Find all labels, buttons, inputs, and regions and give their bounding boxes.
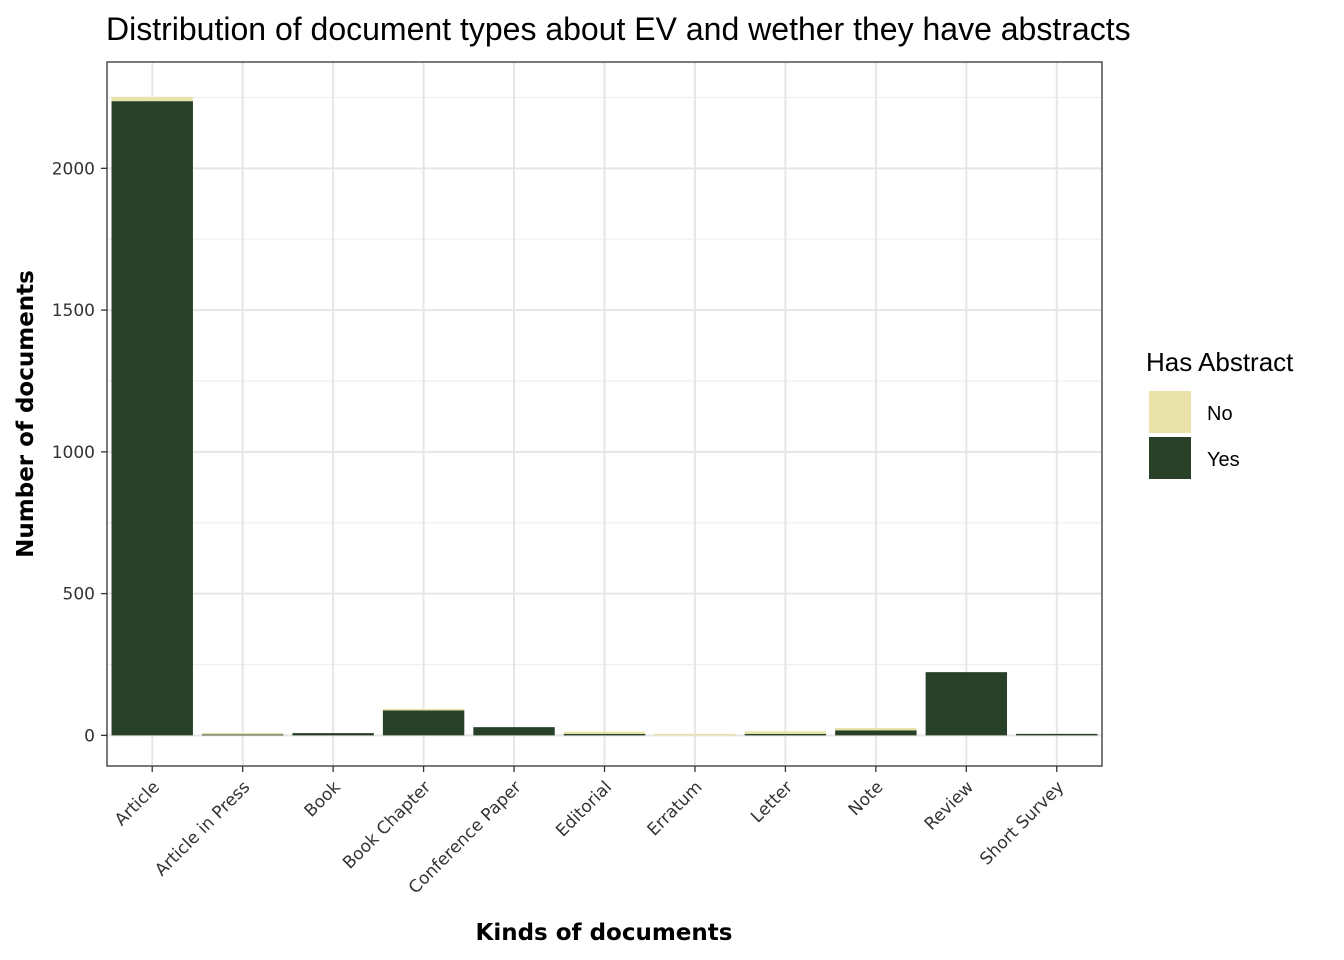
bar-yes-review	[925, 672, 1008, 736]
bar-yes-book-chapter	[382, 710, 465, 736]
bar-yes-article-in-press	[201, 733, 284, 736]
bar-no-article	[111, 96, 193, 102]
x-tick-label: Short Survey	[976, 777, 1068, 869]
y-axis: 0 500 1000 1500 2000	[52, 159, 107, 746]
y-tick-label: 500	[63, 585, 95, 605]
legend-title: Has Abstract	[1146, 347, 1294, 377]
chart-title: Distribution of document types about EV …	[106, 11, 1131, 47]
x-tick-label: Review	[921, 777, 978, 834]
bars	[111, 96, 1098, 736]
bar-yes-short-survey	[1016, 733, 1098, 736]
x-tick-label: Editorial	[552, 777, 616, 841]
x-tick-label: Article in Press	[151, 777, 254, 880]
y-tick-label: 1500	[52, 301, 95, 321]
bar-no-book-chapter	[382, 708, 465, 711]
y-tick-label: 2000	[52, 159, 95, 179]
bar-yes-editorial	[563, 733, 646, 736]
y-tick-label: 0	[84, 726, 95, 746]
bar-yes-note	[835, 730, 917, 736]
legend-label-no: No	[1207, 403, 1233, 425]
legend-label-yes: Yes	[1207, 449, 1240, 471]
x-axis-title: Kinds of documents	[476, 920, 733, 946]
y-axis-title: Number of documents	[13, 270, 39, 558]
x-tick-label: Book	[301, 777, 345, 821]
bar-yes-book	[292, 733, 374, 736]
x-tick-label: Book Chapter	[339, 777, 435, 873]
legend-swatch-no	[1149, 391, 1191, 433]
x-tick-label: Letter	[747, 777, 797, 827]
legend-swatch-yes	[1149, 437, 1191, 479]
legend: Has Abstract No Yes	[1146, 347, 1294, 479]
y-tick-label: 1000	[52, 443, 95, 463]
x-tick-label: Note	[845, 777, 888, 820]
major-gridlines	[107, 62, 1102, 766]
bar-no-letter	[744, 731, 827, 734]
bar-yes-conference-paper	[473, 727, 555, 736]
bar-yes-article	[111, 101, 193, 736]
x-tick-label: Article	[111, 777, 164, 830]
bar-no-editorial	[563, 731, 646, 734]
bar-no-note	[835, 728, 917, 731]
bar-no-article-in-press	[201, 733, 284, 735]
bar-no-erratum	[654, 733, 736, 736]
bar-yes-letter	[744, 733, 827, 736]
x-tick-label: Erratum	[644, 777, 707, 840]
